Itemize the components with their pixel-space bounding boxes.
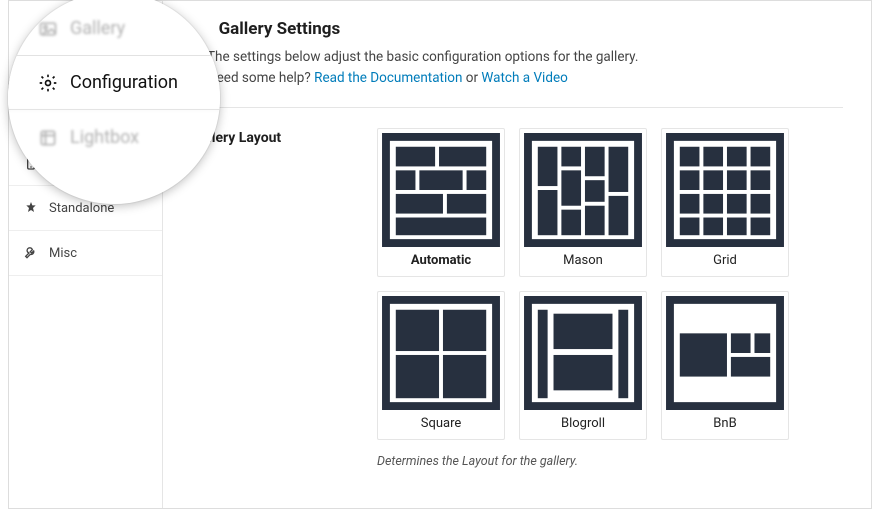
layout-label: Automatic	[382, 253, 500, 268]
lens-item-lightbox: Lightbox	[8, 110, 220, 164]
layout-label: Square	[382, 416, 500, 431]
description-line-1: The settings below adjust the basic conf…	[207, 47, 843, 68]
layout-field: Gallery Layout Automatic	[191, 128, 843, 440]
description-line-2: Need some help? Read the Documentation o…	[207, 68, 843, 89]
field-hint: Determines the Layout for the gallery.	[377, 454, 843, 469]
layout-label: Grid	[666, 253, 784, 268]
zoom-lens: Gallery Configuration Lightbox	[8, 0, 220, 204]
lens-item-gallery: Gallery	[8, 8, 220, 55]
main-panel: GGallery Settings The settings below adj…	[163, 1, 871, 508]
layout-options: Automatic Mason	[377, 128, 789, 440]
layout-option-bnb[interactable]: BnB	[661, 291, 789, 440]
lens-item-configuration[interactable]: Configuration	[8, 55, 220, 110]
layout-thumb-bnb	[666, 296, 784, 410]
divider	[191, 107, 843, 108]
lightbox-icon	[38, 128, 58, 148]
layout-option-grid[interactable]: Grid	[661, 128, 789, 277]
video-link[interactable]: Watch a Video	[481, 70, 567, 86]
gear-icon	[38, 73, 58, 93]
layout-option-mason[interactable]: Mason	[519, 128, 647, 277]
doc-link[interactable]: Read the Documentation	[314, 70, 462, 86]
layout-option-square[interactable]: Square	[377, 291, 505, 440]
sidebar-item-misc[interactable]: Misc	[9, 231, 162, 276]
gallery-icon	[38, 19, 58, 39]
layout-label: Mason	[524, 253, 642, 268]
standalone-icon	[23, 200, 39, 216]
wrench-icon	[23, 245, 39, 261]
layout-thumb-mason	[524, 133, 642, 247]
sidebar-item-label: Misc	[49, 246, 77, 261]
layout-thumb-automatic	[382, 133, 500, 247]
layout-thumb-square	[382, 296, 500, 410]
layout-thumb-grid	[666, 133, 784, 247]
layout-label: BnB	[666, 416, 784, 431]
layout-label: Blogroll	[524, 416, 642, 431]
layout-thumb-blogroll	[524, 296, 642, 410]
layout-option-automatic[interactable]: Automatic	[377, 128, 505, 277]
layout-option-blogroll[interactable]: Blogroll	[519, 291, 647, 440]
page-title: GGallery Settings	[207, 19, 843, 39]
